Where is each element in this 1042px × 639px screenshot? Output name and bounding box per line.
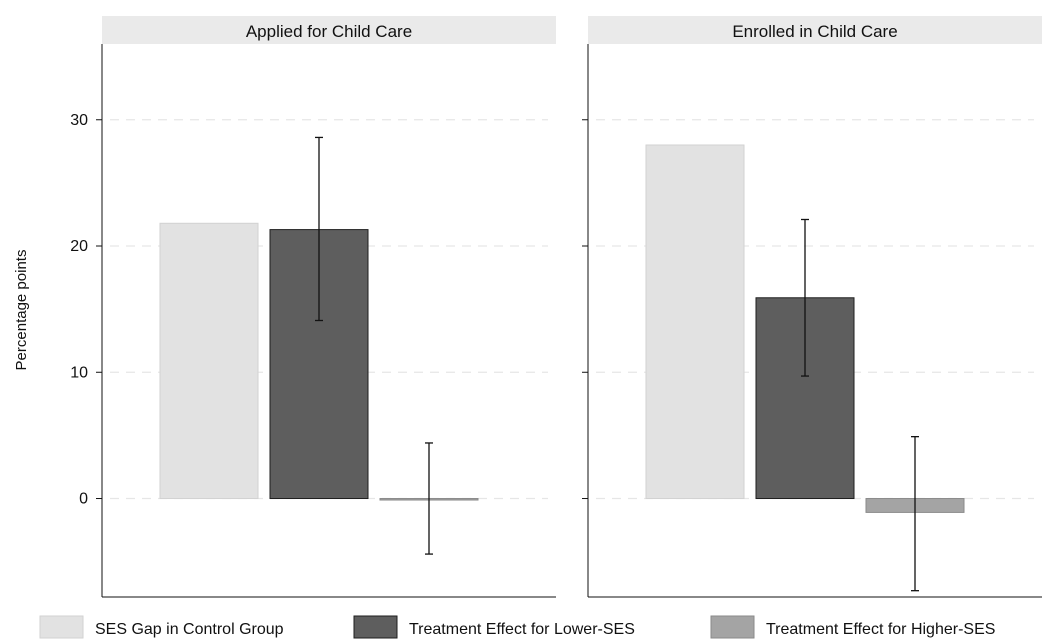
bar (159, 222, 259, 500)
legend-swatch-ses-gap (39, 615, 84, 639)
panel-title: Applied for Child Care (246, 22, 412, 41)
panel-title-strip (588, 16, 1042, 44)
panel-title-strip (102, 16, 556, 44)
y-tick-label: 10 (70, 364, 88, 381)
y-tick-label: 0 (79, 491, 88, 508)
panel-2: Enrolled in Child Care (582, 16, 1042, 598)
legend: SES Gap in Control Group Treatment Effec… (39, 615, 995, 639)
legend-label-ses-gap: SES Gap in Control Group (95, 621, 284, 638)
y-tick-label: 20 (70, 238, 88, 255)
bar (645, 144, 745, 500)
y-tick-label: 30 (70, 112, 88, 129)
legend-swatch-higher-ses (710, 615, 755, 639)
y-axis-label: Percentage points (13, 250, 30, 371)
panel-title: Enrolled in Child Care (732, 22, 897, 41)
panel-1: Applied for Child Care 0 10 20 30 (70, 16, 556, 598)
legend-swatch-lower-ses (353, 615, 398, 639)
legend-label-lower-ses: Treatment Effect for Lower-SES (409, 621, 635, 638)
panels-layer: Applied for Child Care 0 10 20 30 Enrolled in… (70, 16, 1042, 598)
legend-label-higher-ses: Treatment Effect for Higher-SES (766, 621, 995, 638)
